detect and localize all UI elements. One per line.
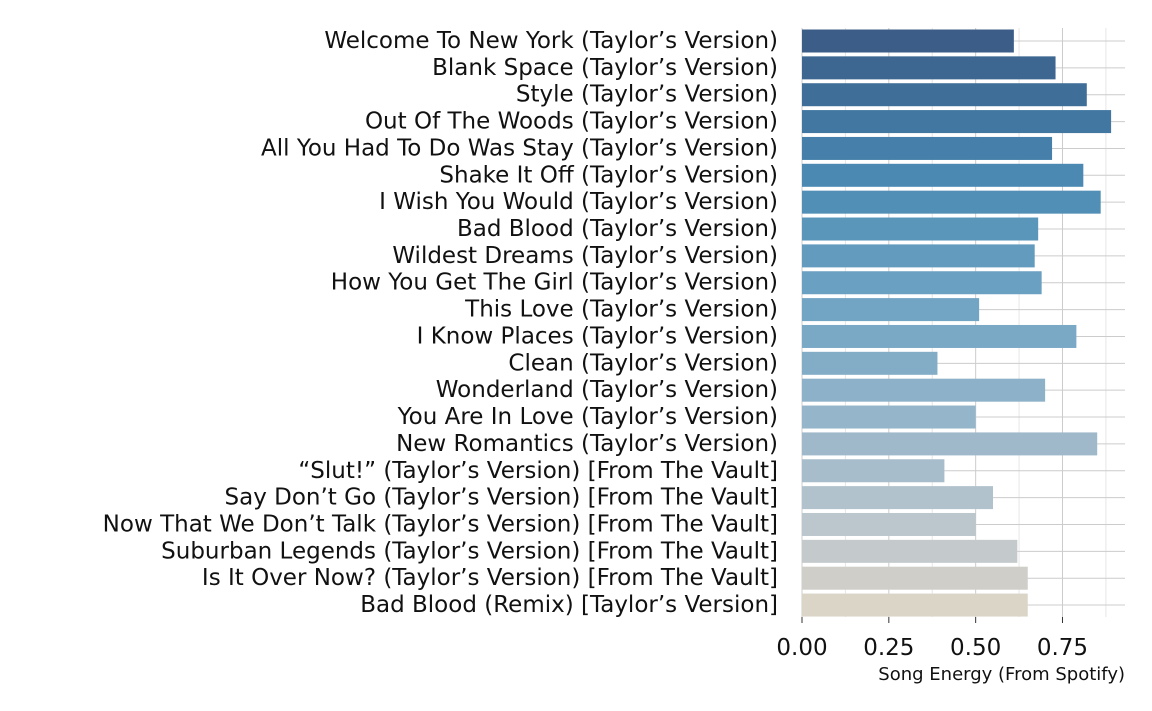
- bar: [802, 432, 1098, 456]
- category-label: Wildest Dreams (Taylor’s Version): [392, 243, 778, 269]
- bar: [802, 217, 1039, 241]
- bar: [802, 512, 976, 536]
- bar: [802, 324, 1077, 348]
- category-label: This Love (Taylor’s Version): [464, 297, 778, 323]
- category-label: Wonderland (Taylor’s Version): [436, 377, 778, 403]
- x-axis-title: Song Energy (From Spotify): [878, 664, 1125, 685]
- x-axis: 0.00 0.25 0.50 0.75: [776, 617, 1088, 661]
- category-label: Suburban Legends (Taylor’s Version) [Fro…: [161, 538, 778, 564]
- bar: [802, 298, 980, 322]
- x-tick-label: 0.75: [1037, 635, 1088, 661]
- category-label: Welcome To New York (Taylor’s Version): [324, 28, 778, 54]
- category-label: Blank Space (Taylor’s Version): [432, 55, 778, 81]
- category-label: Say Don’t Go (Taylor’s Version) [From Th…: [225, 485, 778, 511]
- category-label: “Slut!” (Taylor’s Version) [From The Vau…: [298, 458, 778, 484]
- bar: [802, 244, 1035, 268]
- category-label: Clean (Taylor’s Version): [508, 350, 778, 376]
- x-tick-label: 0.50: [950, 635, 1001, 661]
- category-label: I Know Places (Taylor’s Version): [417, 323, 778, 349]
- bar: [802, 378, 1046, 402]
- x-tick-label: 0.25: [863, 635, 914, 661]
- bar: [802, 351, 938, 375]
- category-label: How You Get The Girl (Taylor’s Version): [331, 270, 778, 296]
- bar: [802, 539, 1018, 563]
- bar: [802, 271, 1042, 295]
- bar: [802, 110, 1112, 134]
- category-label: Now That We Don’t Talk (Taylor’s Version…: [103, 511, 778, 537]
- bar: [802, 163, 1084, 187]
- category-label: I Wish You Would (Taylor’s Version): [379, 189, 778, 215]
- bar: [802, 566, 1028, 590]
- bar: [802, 29, 1014, 53]
- bar: [802, 136, 1053, 160]
- bars: [802, 29, 1112, 617]
- category-label: Out Of The Woods (Taylor’s Version): [365, 109, 778, 135]
- bar: [802, 593, 1028, 617]
- category-label: All You Had To Do Was Stay (Taylor’s Ver…: [261, 135, 778, 161]
- bar: [802, 405, 976, 429]
- bar: [802, 486, 994, 510]
- category-label: Shake It Off (Taylor’s Version): [439, 162, 778, 188]
- bar: [802, 56, 1056, 80]
- category-label: Bad Blood (Remix) [Taylor’s Version]: [360, 592, 778, 618]
- x-tick-label: 0.00: [776, 635, 827, 661]
- bar: [802, 459, 945, 483]
- category-label: Style (Taylor’s Version): [516, 82, 778, 108]
- category-label: New Romantics (Taylor’s Version): [396, 431, 778, 457]
- category-label: Bad Blood (Taylor’s Version): [457, 216, 778, 242]
- category-labels: Welcome To New York (Taylor’s Version)Bl…: [103, 28, 778, 618]
- category-label: Is It Over Now? (Taylor’s Version) [From…: [202, 565, 778, 591]
- category-label: You Are In Love (Taylor’s Version): [397, 404, 778, 430]
- bar: [802, 190, 1101, 214]
- bar: [802, 83, 1087, 107]
